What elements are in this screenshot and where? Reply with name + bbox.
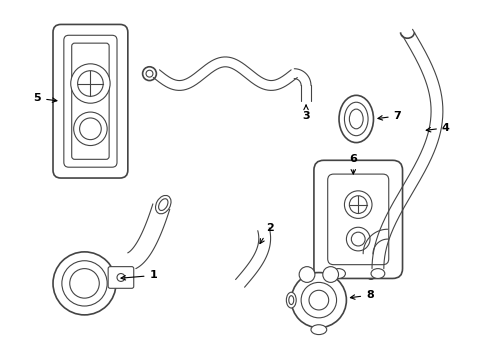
- FancyBboxPatch shape: [64, 35, 117, 167]
- Ellipse shape: [286, 292, 296, 308]
- Ellipse shape: [368, 265, 374, 276]
- Circle shape: [301, 282, 337, 318]
- Circle shape: [143, 67, 156, 81]
- Circle shape: [323, 267, 339, 282]
- Circle shape: [299, 267, 315, 282]
- Circle shape: [79, 118, 101, 140]
- Circle shape: [309, 290, 329, 310]
- Text: 6: 6: [349, 154, 357, 174]
- Ellipse shape: [332, 269, 345, 278]
- Text: 5: 5: [34, 93, 57, 103]
- FancyBboxPatch shape: [328, 174, 389, 265]
- Circle shape: [344, 191, 372, 219]
- FancyBboxPatch shape: [53, 24, 128, 178]
- Circle shape: [62, 261, 107, 306]
- Circle shape: [349, 196, 367, 213]
- Circle shape: [346, 227, 370, 251]
- Circle shape: [146, 70, 153, 77]
- Ellipse shape: [289, 296, 294, 305]
- Circle shape: [351, 232, 365, 246]
- Text: 8: 8: [350, 290, 374, 300]
- Circle shape: [70, 269, 99, 298]
- Ellipse shape: [339, 95, 373, 143]
- Text: 1: 1: [121, 270, 157, 280]
- Ellipse shape: [365, 262, 377, 279]
- Circle shape: [71, 64, 110, 103]
- FancyBboxPatch shape: [108, 267, 134, 288]
- Ellipse shape: [311, 325, 327, 334]
- Ellipse shape: [344, 102, 368, 136]
- Ellipse shape: [159, 199, 168, 211]
- Circle shape: [291, 273, 346, 328]
- Text: 2: 2: [260, 223, 273, 244]
- FancyBboxPatch shape: [314, 160, 402, 278]
- Text: 3: 3: [302, 105, 310, 121]
- Circle shape: [74, 112, 107, 145]
- Text: 7: 7: [378, 111, 401, 121]
- Ellipse shape: [155, 195, 171, 214]
- Circle shape: [77, 71, 103, 96]
- FancyBboxPatch shape: [72, 43, 109, 159]
- Circle shape: [53, 252, 116, 315]
- Text: 4: 4: [426, 123, 450, 133]
- Circle shape: [117, 274, 125, 282]
- Ellipse shape: [371, 269, 385, 278]
- Ellipse shape: [349, 109, 363, 129]
